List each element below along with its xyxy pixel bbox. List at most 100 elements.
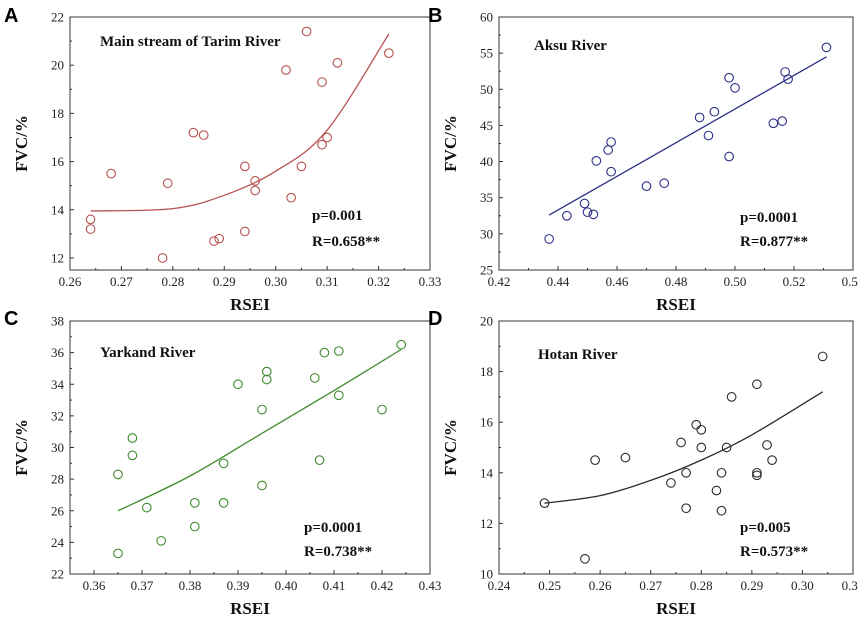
data-point (384, 48, 394, 58)
data-point (817, 351, 828, 362)
x-axis-title: RSEI (656, 295, 696, 314)
x-axis-title: RSEI (230, 599, 270, 618)
p-value-label: p=0.001 (312, 208, 363, 224)
x-tick-label: 0.39 (227, 578, 250, 593)
data-point (709, 106, 720, 117)
y-tick-label: 55 (480, 46, 493, 61)
x-tick-label: 0.26 (589, 578, 612, 593)
data-point (85, 214, 96, 225)
data-point (606, 137, 616, 147)
y-tick-label: 34 (51, 377, 65, 392)
data-point (309, 373, 320, 383)
data-point (333, 346, 344, 356)
x-tick-label: 0.36 (83, 578, 106, 593)
x-tick-label: 0.30 (264, 274, 287, 289)
plot-frame (498, 16, 854, 271)
data-point (377, 404, 387, 415)
data-point (676, 437, 686, 448)
data-point (724, 151, 734, 162)
data-point (768, 118, 779, 129)
x-tick-label: 0.46 (606, 274, 629, 289)
data-point (721, 442, 732, 453)
x-tick-label: 0.28 (690, 578, 713, 593)
p-value-label: p=0.005 (740, 520, 791, 536)
y-axis-title: FVC/% (12, 115, 31, 172)
data-point (580, 553, 590, 564)
y-axis-title: FVC/% (441, 419, 460, 476)
data-point (659, 178, 670, 189)
y-tick-label: 32 (51, 408, 64, 423)
y-axis-title: FVC/% (441, 115, 460, 172)
data-point (716, 467, 727, 478)
y-tick-label: 36 (51, 345, 65, 360)
data-point (257, 404, 267, 415)
data-point (106, 168, 116, 179)
data-point (319, 347, 330, 358)
x-tick-label: 0.42 (488, 274, 511, 289)
data-point (189, 497, 200, 508)
x-axis-title: RSEI (230, 295, 270, 314)
x-tick-label: 0.25 (538, 578, 561, 593)
y-tick-label: 20 (51, 58, 64, 73)
panel-A: 0.26 0.27 0.28 0.29 0.30 0.31 0.32 0.33 12 14 16 18… (4, 5, 441, 314)
fit-line (548, 56, 827, 216)
data-point (317, 139, 327, 150)
panel-letter: A (4, 5, 18, 27)
data-point (681, 467, 691, 478)
data-point (198, 130, 209, 140)
data-point (752, 467, 762, 478)
data-point (127, 433, 138, 443)
y-tick-label: 40 (480, 154, 493, 169)
data-point (250, 185, 260, 196)
data-point (157, 253, 168, 263)
x-tick-label: 0.29 (740, 578, 763, 593)
x-tick-label: 0.52 (783, 274, 806, 289)
data-point (317, 77, 327, 87)
r-value-label: R=0.658** (312, 234, 380, 250)
data-point (726, 392, 737, 402)
y-tick-label: 14 (51, 202, 65, 217)
data-point (156, 535, 167, 546)
data-point (250, 175, 260, 186)
data-point (724, 72, 734, 83)
x-tick-label: 0.44 (547, 274, 570, 289)
data-point (322, 132, 332, 143)
data-point (127, 450, 138, 461)
data-point (113, 469, 123, 480)
fit-line (544, 391, 824, 504)
data-point (188, 127, 199, 138)
x-tick-label: 0.30 (791, 578, 814, 593)
y-tick-label: 14 (480, 465, 494, 480)
data-point (257, 480, 267, 491)
y-tick-label: 50 (480, 82, 493, 97)
data-point (233, 379, 243, 390)
y-tick-label: 28 (51, 472, 64, 487)
panel-C: 0.36 0.37 0.38 0.39 0.40 0.41 0.42 0.43 22 24 26 28… (4, 308, 441, 618)
data-point (711, 485, 722, 496)
data-point (588, 209, 599, 220)
p-value-label: p=0.0001 (740, 210, 798, 226)
x-tick-label: 0.33 (419, 274, 442, 289)
x-tick-label: 0.32 (367, 274, 390, 289)
panel-letter: D (428, 308, 442, 330)
data-point (85, 224, 96, 234)
y-tick-label: 25 (480, 263, 493, 278)
data-point (691, 419, 702, 430)
fit-line (90, 33, 390, 212)
plot-title: Yarkand River (100, 345, 196, 361)
data-point (240, 226, 250, 237)
r-value-label: R=0.738** (304, 544, 372, 560)
x-axis-title: RSEI (656, 599, 696, 618)
x-tick-label: 0.38 (179, 578, 202, 593)
data-point (209, 236, 219, 246)
data-point (162, 178, 173, 189)
data-point (561, 210, 572, 221)
y-tick-label: 16 (480, 415, 494, 430)
x-tick-label: 0.24 (488, 578, 511, 593)
y-tick-label: 24 (51, 535, 65, 550)
x-tick-label: 0.50 (724, 274, 747, 289)
plot-title: Aksu River (534, 38, 607, 54)
y-tick-label: 18 (51, 106, 64, 121)
x-tick-label: 0.27 (110, 274, 133, 289)
